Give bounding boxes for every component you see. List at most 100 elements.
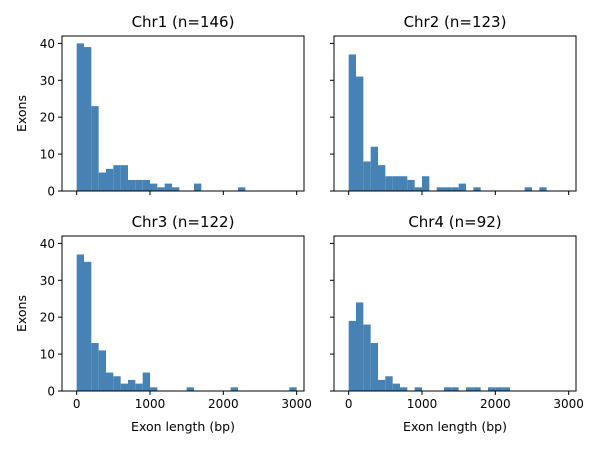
y-tick-label: 40 xyxy=(40,237,55,251)
histogram-bar xyxy=(414,387,422,391)
y-axis-ticks: 0 10 20 30 40 xyxy=(40,37,62,199)
histogram-bar xyxy=(400,387,408,391)
histogram-bar xyxy=(289,387,297,391)
histogram-bar xyxy=(363,161,371,191)
x-tick-label: 0 xyxy=(73,397,81,411)
y-axis-ticks xyxy=(330,242,334,392)
histogram-bar xyxy=(128,379,136,391)
histogram-bar xyxy=(135,383,143,391)
y-tick-label: 10 xyxy=(40,148,55,162)
x-axis-ticks: 0 1000 2000 3000 xyxy=(73,391,312,411)
histogram-bar xyxy=(98,350,106,391)
histogram-bar xyxy=(142,372,150,391)
histogram-bar xyxy=(400,176,408,191)
histogram-bar xyxy=(106,372,114,391)
histogram-bar xyxy=(444,387,452,391)
histogram-bar xyxy=(502,387,510,391)
histogram-bars xyxy=(76,43,246,192)
x-axis-ticks xyxy=(348,191,570,195)
y-axis-ticks xyxy=(330,42,334,192)
histogram-bar xyxy=(444,187,452,191)
x-axis-label: Exon length (bp) xyxy=(403,419,507,434)
histogram-bar xyxy=(150,183,158,191)
y-tick-label: 20 xyxy=(40,311,55,325)
histogram-bar xyxy=(128,179,136,191)
y-axis-label: Exons xyxy=(14,295,29,332)
histogram-bar xyxy=(378,165,386,191)
histogram-bar xyxy=(356,302,364,391)
histogram-bar xyxy=(348,320,356,391)
plot-frame xyxy=(61,35,305,192)
histogram-bar xyxy=(414,187,422,191)
plot-frame xyxy=(61,235,305,392)
panel-title: Chr1 (n=146) xyxy=(132,13,235,31)
histogram-bar xyxy=(238,187,246,191)
histogram-bar xyxy=(186,387,194,391)
y-tick-label: 40 xyxy=(40,37,55,51)
histogram-bar xyxy=(363,324,371,391)
histogram-bar xyxy=(194,183,202,191)
y-tick-label: 0 xyxy=(47,385,55,399)
histogram-bar xyxy=(76,254,84,391)
histogram-bar xyxy=(392,383,400,391)
histogram-bar xyxy=(370,343,378,391)
histogram-bar xyxy=(76,43,84,191)
histogram-bar xyxy=(370,146,378,191)
panel-title: Chr4 (n=92) xyxy=(408,213,501,231)
y-tick-label: 0 xyxy=(47,185,55,199)
plot-frame xyxy=(333,35,577,192)
histogram-bar xyxy=(84,261,92,391)
histogram-bar xyxy=(91,106,99,191)
histogram-bar xyxy=(230,387,238,391)
histogram-bar xyxy=(385,176,393,191)
histogram-bar xyxy=(422,176,430,191)
x-tick-label: 3000 xyxy=(281,397,312,411)
y-tick-label: 10 xyxy=(40,348,55,362)
y-axis-ticks: 0 10 20 30 40 xyxy=(40,237,62,399)
histogram-bar xyxy=(142,179,150,191)
y-axis-label: Exons xyxy=(14,95,29,132)
panel-chr1: Chr1 (n=146) 0 10 20 30 40 Exons xyxy=(14,13,305,199)
x-axis-ticks xyxy=(76,191,298,195)
histogram-bar xyxy=(172,187,180,191)
histogram-bar xyxy=(436,187,444,191)
histogram-bar xyxy=(473,187,481,191)
histogram-bar xyxy=(458,183,466,191)
x-tick-label: 3000 xyxy=(553,397,584,411)
y-tick-label: 30 xyxy=(40,74,55,88)
x-axis-label: Exon length (bp) xyxy=(131,419,235,434)
x-tick-label: 2000 xyxy=(208,397,239,411)
x-tick-label: 1000 xyxy=(407,397,438,411)
y-tick-label: 30 xyxy=(40,274,55,288)
x-tick-label: 1000 xyxy=(135,397,166,411)
histogram-bar xyxy=(539,187,547,191)
histogram-bar xyxy=(120,165,128,191)
histogram-bar xyxy=(356,76,364,191)
histogram-bar xyxy=(106,168,114,191)
histogram-bar xyxy=(135,179,143,191)
panel-chr3: Chr3 (n=122) 0 10 20 30 40 0 1000 2000 3000 Exo… xyxy=(14,213,312,434)
x-tick-label: 2000 xyxy=(480,397,511,411)
histogram-bar xyxy=(164,183,172,191)
plot-frame xyxy=(333,235,577,392)
histogram-bar xyxy=(407,179,415,191)
histogram-bar xyxy=(113,165,121,191)
histogram-bar xyxy=(84,47,92,192)
histogram-bar xyxy=(466,387,474,391)
histogram-bar xyxy=(451,187,459,191)
histogram-bar xyxy=(348,54,356,192)
histogram-bar xyxy=(473,387,481,391)
histogram-bar xyxy=(150,387,158,391)
histogram-bar xyxy=(91,343,99,391)
panel-title: Chr2 (n=123) xyxy=(404,13,507,31)
x-tick-label: 0 xyxy=(345,397,353,411)
histogram-bar xyxy=(488,387,496,391)
histogram-bar xyxy=(120,383,128,391)
panel-title: Chr3 (n=122) xyxy=(132,213,235,231)
panel-chr2: Chr2 (n=123) xyxy=(330,13,577,195)
histogram-bar xyxy=(113,376,121,391)
histogram-bar xyxy=(157,187,165,191)
histogram-bar xyxy=(98,172,106,191)
histogram-bars xyxy=(76,254,297,391)
